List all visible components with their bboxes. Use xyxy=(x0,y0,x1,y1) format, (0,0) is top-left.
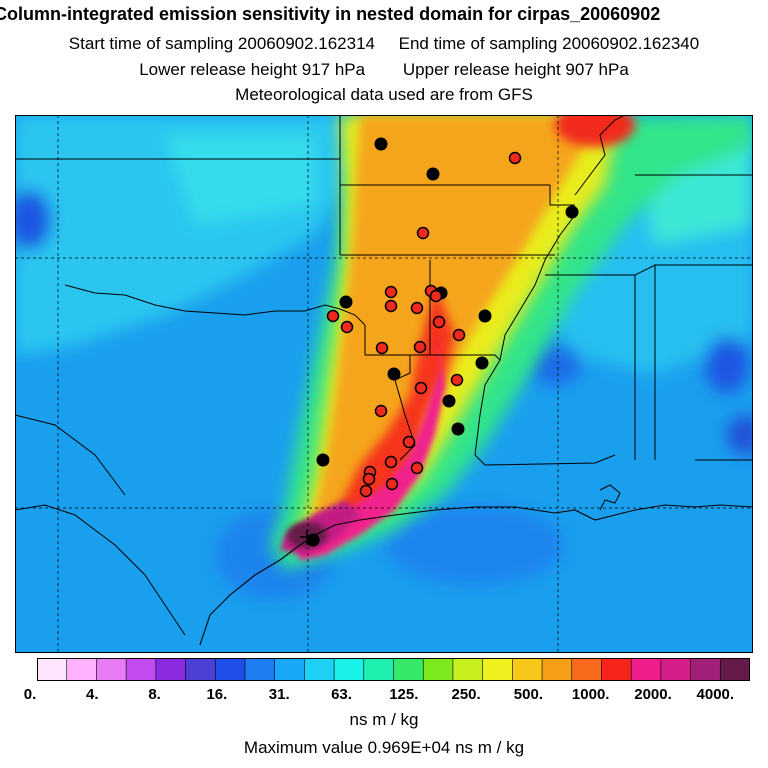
red-marker xyxy=(508,151,522,165)
plume-red-top xyxy=(555,115,635,147)
red-marker xyxy=(385,477,399,491)
low-sensitivity-patches xyxy=(15,115,753,600)
black-marker xyxy=(339,295,353,309)
black-marker xyxy=(316,453,330,467)
field-layers xyxy=(15,115,753,653)
sampling-time-line: Start time of sampling 20060902.162314 E… xyxy=(0,34,768,54)
met-data-line: Meteorological data used are from GFS xyxy=(235,85,533,104)
black-marker xyxy=(306,533,320,547)
colorbar-frame xyxy=(37,658,750,681)
graticule xyxy=(15,115,753,653)
red-marker xyxy=(384,285,398,299)
red-marker xyxy=(452,328,466,342)
colorbar-cell xyxy=(274,658,306,681)
colorbar-tick-label: 31. xyxy=(268,686,290,703)
colorbar-tick-label: 500. xyxy=(513,686,543,703)
release-height-line: Lower release height 917 hPa Upper relea… xyxy=(0,60,768,80)
black-marker xyxy=(426,167,440,181)
colorbar-cell xyxy=(214,658,246,681)
red-marker xyxy=(374,404,388,418)
black-marker xyxy=(442,394,456,408)
release-site-marker xyxy=(300,530,314,545)
colorbar-tick-label: 250. xyxy=(451,686,481,703)
black-marker xyxy=(475,356,489,370)
colorbar-tick-label: 1000. xyxy=(571,686,610,703)
red-marker xyxy=(416,226,430,240)
black-marker xyxy=(478,309,492,323)
red-marker xyxy=(429,289,443,303)
political-boundaries xyxy=(15,115,753,646)
colorbar-cell xyxy=(571,658,603,681)
red-marker xyxy=(402,435,416,449)
start-time-label: Start time of sampling 20060902.162314 xyxy=(68,34,376,53)
colorbar-cells xyxy=(37,658,750,681)
black-marker xyxy=(451,422,465,436)
colorbar-tick-label: 2000. xyxy=(634,686,672,703)
colorbar-tick-label: 16. xyxy=(206,686,228,703)
colorbar-tick-label: 4000. xyxy=(696,686,735,703)
colorbar-cell xyxy=(719,658,750,681)
colorbar-cell xyxy=(482,658,514,681)
red-marker xyxy=(450,373,464,387)
colorbar-cell xyxy=(333,658,365,681)
colorbar-cell xyxy=(541,658,573,681)
colorbar-tick-label: 63. xyxy=(331,686,352,703)
red-marker xyxy=(413,340,427,354)
colorbar-cell xyxy=(37,658,68,681)
colorbar-cell xyxy=(125,658,157,681)
upper-height-label: Upper release height 907 hPa xyxy=(402,60,629,79)
black-marker xyxy=(565,205,579,219)
red-marker xyxy=(410,461,424,475)
colorbar-tick-label: 0. xyxy=(23,686,37,703)
red-marker xyxy=(384,299,398,313)
red-marker xyxy=(384,455,398,469)
red-marker xyxy=(375,341,389,355)
colorbar-cell xyxy=(630,658,662,681)
sensitivity-map xyxy=(15,115,753,653)
colorbar-cell xyxy=(393,658,425,681)
map-title: Column-integrated emission sensitivity i… xyxy=(0,4,661,24)
red-marker xyxy=(340,320,354,334)
colorbar-tick-label: 125. xyxy=(389,686,419,703)
maximum-value-label: Maximum value 0.969E+04 ns m / kg xyxy=(243,738,525,757)
red-marker xyxy=(359,484,373,498)
red-marker xyxy=(362,472,376,486)
colorbar-cell xyxy=(601,658,632,681)
black-marker xyxy=(374,137,388,151)
colorbar-tick-label: 8. xyxy=(148,686,161,703)
colorbar-cell xyxy=(244,658,276,681)
colorbar-cell xyxy=(422,658,454,681)
colorbar-cell xyxy=(660,658,692,681)
colorbar-cell xyxy=(512,658,543,681)
colorbar xyxy=(37,658,750,681)
end-time-label: End time of sampling 20060902.162340 xyxy=(398,34,700,53)
receptor-markers xyxy=(300,137,579,547)
colorbar-cell xyxy=(452,658,484,681)
colorbar-cell xyxy=(155,658,187,681)
colorbar-cell xyxy=(304,658,335,681)
colorbar-cell xyxy=(363,658,395,681)
red-marker xyxy=(326,309,340,323)
black-marker xyxy=(387,367,401,381)
red-marker xyxy=(414,381,428,395)
colorbar-cell xyxy=(690,658,722,681)
colorbar-tick-label: 4. xyxy=(86,686,99,703)
colorbar-cell xyxy=(66,658,98,681)
red-marker xyxy=(410,301,424,315)
map-frame xyxy=(15,115,753,653)
colorbar-cell xyxy=(185,658,217,681)
lower-height-label: Lower release height 917 hPa xyxy=(139,60,366,79)
colorbar-cell xyxy=(96,658,127,681)
red-marker xyxy=(432,315,446,329)
colorbar-unit-label: ns m / kg xyxy=(349,710,419,729)
